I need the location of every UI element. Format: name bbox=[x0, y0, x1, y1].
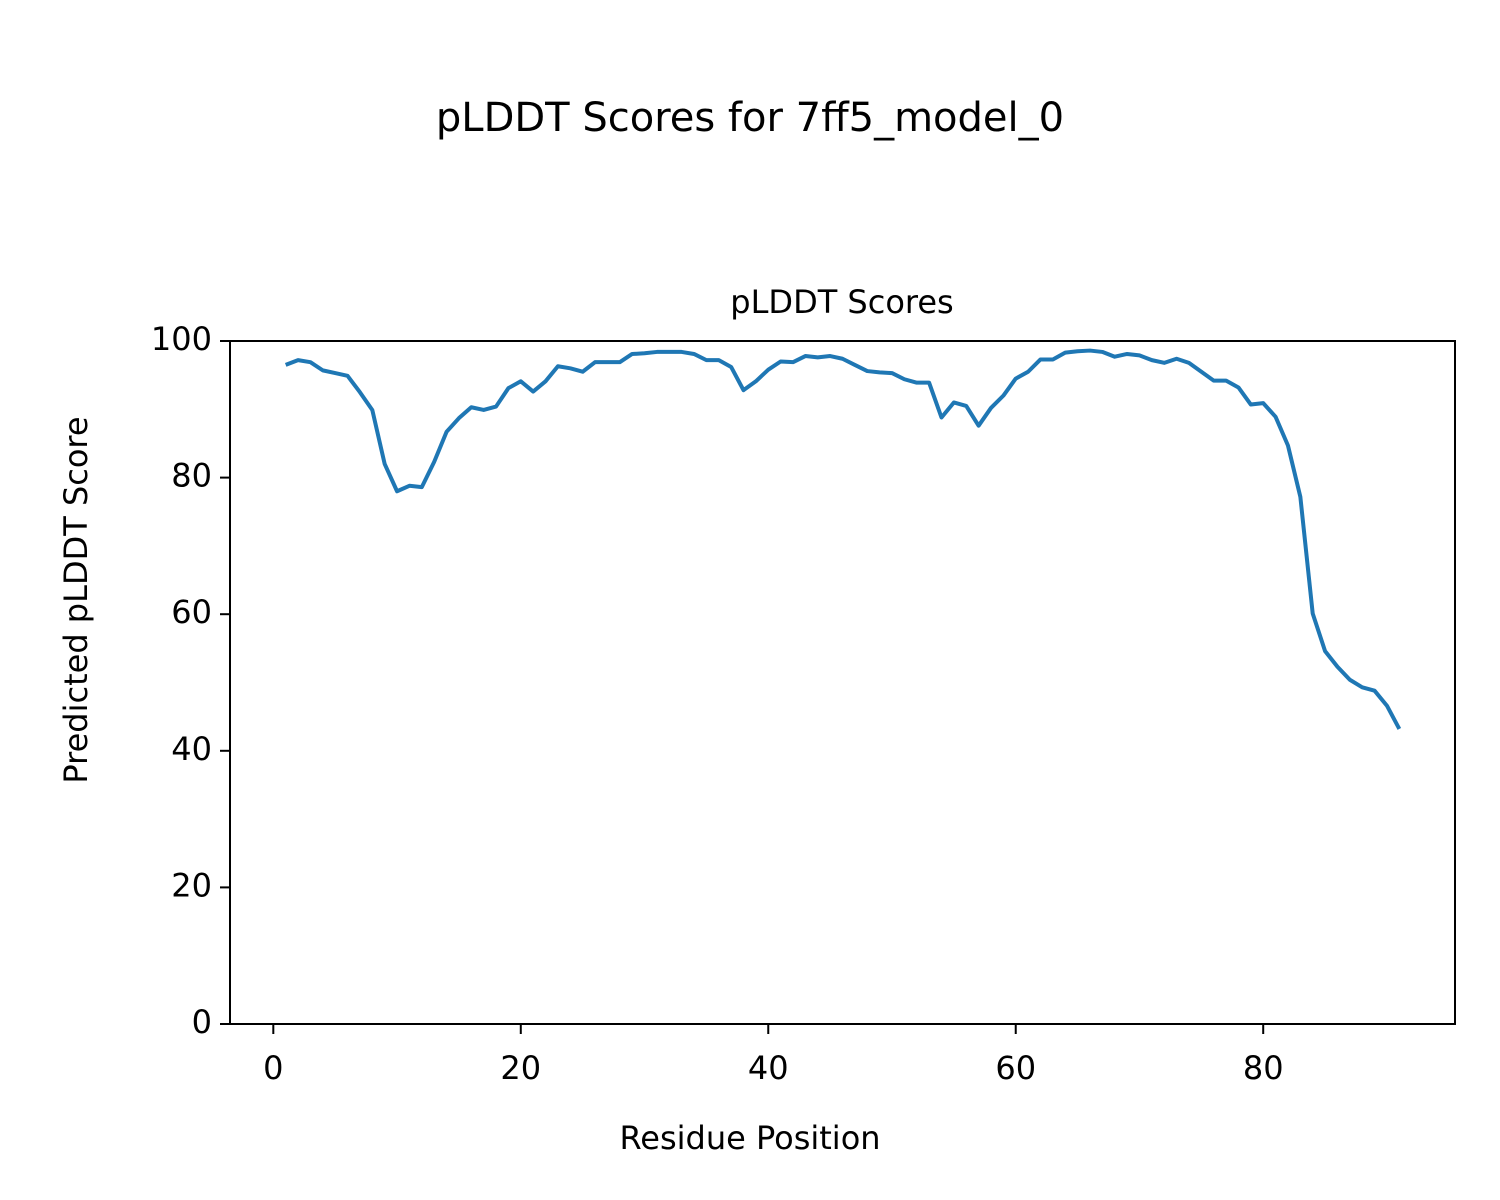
chart-suptitle: pLDDT Scores for 7ff5_model_0 bbox=[436, 95, 1064, 141]
y-tick-label: 60 bbox=[171, 593, 212, 631]
y-tick-label: 20 bbox=[171, 866, 212, 904]
plot-frame bbox=[229, 340, 1456, 1025]
y-tick-label: 80 bbox=[171, 457, 212, 495]
x-tick-label: 40 bbox=[748, 1049, 789, 1087]
line-series bbox=[284, 348, 1402, 730]
x-tick-label: 20 bbox=[500, 1049, 541, 1087]
x-axis-label: Residue Position bbox=[619, 1119, 880, 1157]
x-tick-label: 60 bbox=[995, 1049, 1036, 1087]
y-tick-label: 40 bbox=[171, 730, 212, 768]
y-tick-label: 0 bbox=[192, 1003, 212, 1041]
y-axis-label: Predicted pLDDT Score bbox=[57, 416, 95, 783]
chart-title: pLDDT Scores bbox=[730, 283, 953, 321]
x-tick-label: 0 bbox=[263, 1049, 283, 1087]
y-tick-label: 100 bbox=[151, 320, 212, 358]
x-tick-label: 80 bbox=[1243, 1049, 1284, 1087]
